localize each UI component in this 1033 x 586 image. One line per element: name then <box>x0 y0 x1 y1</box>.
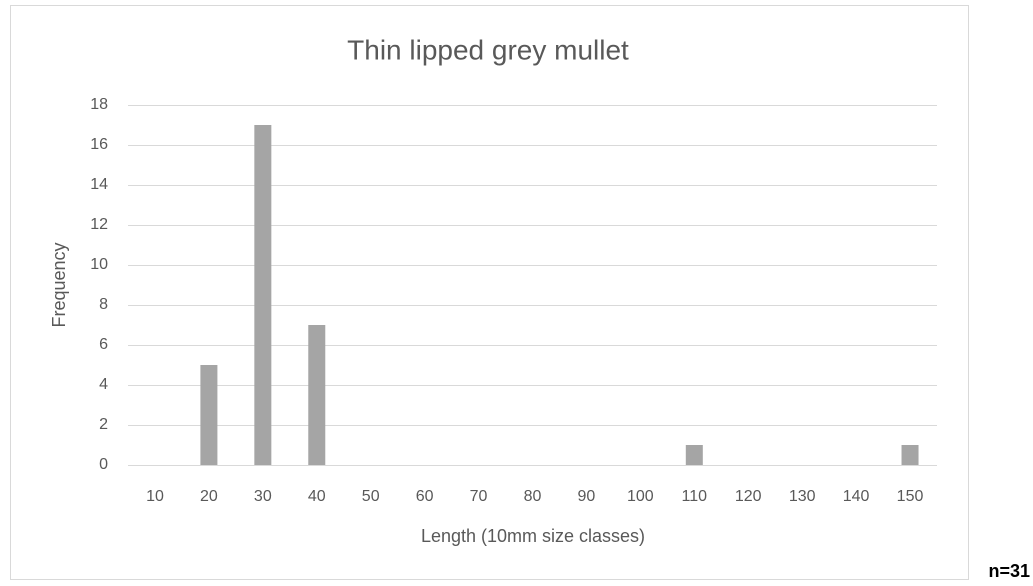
x-tick-label: 100 <box>627 488 654 505</box>
chart-frame <box>10 5 969 580</box>
y-tick-label: 8 <box>99 296 108 313</box>
bar <box>200 365 218 465</box>
y-tick-label: 18 <box>90 96 108 113</box>
x-tick-label: 30 <box>254 488 272 505</box>
bar <box>685 445 703 465</box>
y-tick-label: 6 <box>99 336 108 353</box>
y-axis-label: Frequency <box>49 242 69 327</box>
x-axis-label: Length (10mm size classes) <box>421 526 645 546</box>
annotation: n=31 <box>988 561 1030 581</box>
y-tick-label: 0 <box>99 456 108 473</box>
y-tick-label: 4 <box>99 376 108 393</box>
bar <box>901 445 919 465</box>
y-tick-label: 10 <box>90 256 108 273</box>
y-tick-label: 14 <box>90 176 108 193</box>
x-tick-label: 140 <box>843 488 870 505</box>
y-tick-label: 16 <box>90 136 108 153</box>
x-tick-label: 40 <box>308 488 326 505</box>
x-tick-label: 80 <box>524 488 542 505</box>
x-tick-label: 150 <box>897 488 924 505</box>
x-tick-label: 60 <box>416 488 434 505</box>
x-tick-label: 50 <box>362 488 380 505</box>
x-tick-label: 20 <box>200 488 218 505</box>
x-tick-label: 120 <box>735 488 762 505</box>
chart-title: Thin lipped grey mullet <box>347 34 629 65</box>
x-tick-label: 110 <box>682 488 708 505</box>
x-tick-label: 90 <box>578 488 596 505</box>
bar <box>254 125 272 465</box>
bar <box>308 325 326 465</box>
x-tick-label: 130 <box>789 488 816 505</box>
y-tick-label: 2 <box>99 416 108 433</box>
x-tick-label: 10 <box>146 488 164 505</box>
x-tick-label: 70 <box>470 488 488 505</box>
y-tick-label: 12 <box>90 216 108 233</box>
